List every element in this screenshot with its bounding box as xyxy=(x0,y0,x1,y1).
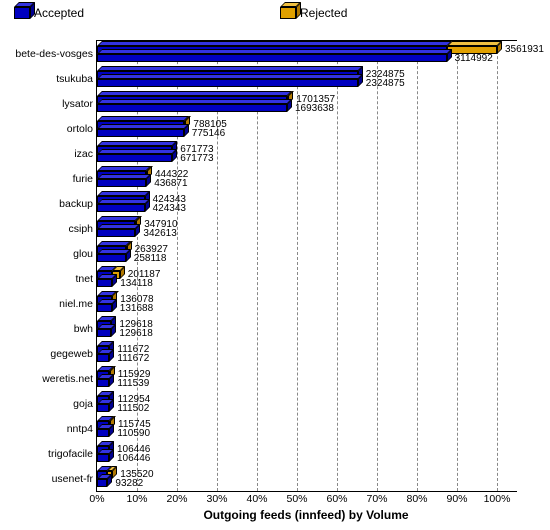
x-tick: 100% xyxy=(482,493,512,505)
category-label: trigofacile xyxy=(48,448,97,460)
plot-area: 0%10%20%30%40%50%60%70%80%90%100%bete-de… xyxy=(96,40,517,492)
category-label: niel.me xyxy=(59,298,97,310)
category-label: usenet-fr xyxy=(52,473,97,485)
value-label-total: 3561931 xyxy=(505,44,544,55)
value-label-accepted: 258118 xyxy=(134,253,167,264)
bar-accepted-bottom xyxy=(97,54,447,62)
bar-accepted-bottom xyxy=(97,129,184,137)
value-label-accepted: 3114992 xyxy=(455,53,493,64)
bar-accepted-bottom xyxy=(97,254,126,262)
bar-accepted-bottom xyxy=(97,229,135,237)
bar-accepted-bottom xyxy=(97,154,172,162)
value-label-accepted: 342613 xyxy=(143,228,176,239)
category-label: glou xyxy=(73,248,97,260)
category-row: goja112954111502 xyxy=(97,391,517,416)
value-label-accepted: 436871 xyxy=(154,178,187,189)
category-row: trigofacile106446106446 xyxy=(97,441,517,466)
x-tick: 70% xyxy=(362,493,392,505)
category-label: izac xyxy=(74,148,97,160)
value-label-accepted: 129618 xyxy=(119,328,152,339)
bar-accepted-bottom xyxy=(97,429,109,437)
category-label: bete-des-vosges xyxy=(15,48,97,60)
bar-accepted-bottom xyxy=(97,204,145,212)
x-tick: 60% xyxy=(322,493,352,505)
value-label-accepted: 106446 xyxy=(117,453,150,464)
bar-accepted-bottom xyxy=(97,304,112,312)
category-row: nntp4115745110590 xyxy=(97,416,517,441)
value-label-accepted: 1693638 xyxy=(295,103,334,114)
value-label-accepted: 424343 xyxy=(153,203,186,214)
bar-accepted-bottom xyxy=(97,179,146,187)
bar-accepted-bottom xyxy=(97,379,109,387)
category-label: ortolo xyxy=(67,123,97,135)
category-row: weretis.net115929111539 xyxy=(97,366,517,391)
bar-accepted-bottom xyxy=(97,404,109,412)
category-label: nntp4 xyxy=(67,423,97,435)
category-row: furie444322436871 xyxy=(97,166,517,191)
bar-accepted-bottom xyxy=(97,279,112,287)
legend-label-rejected: Rejected xyxy=(300,6,347,20)
category-row: backup424343424343 xyxy=(97,191,517,216)
category-row: lysator17013571693638 xyxy=(97,91,517,116)
chart-container: Accepted Rejected 0%10%20%30%40%50%60%70… xyxy=(0,0,550,530)
category-label: bwh xyxy=(74,323,97,335)
x-axis-title: Outgoing feeds (innfeed) by Volume xyxy=(96,508,516,522)
category-row: glou263927258118 xyxy=(97,241,517,266)
x-tick: 40% xyxy=(242,493,272,505)
value-label-accepted: 775146 xyxy=(192,128,225,139)
value-label-accepted: 671773 xyxy=(180,153,213,164)
value-label-accepted: 134118 xyxy=(120,278,153,289)
value-label-accepted: 111539 xyxy=(117,378,149,389)
bar-accepted-bottom xyxy=(97,329,111,337)
value-label-accepted: 131688 xyxy=(120,303,153,314)
bar-accepted-bottom xyxy=(97,104,287,112)
category-row: csiph347910342613 xyxy=(97,216,517,241)
value-label-accepted: 111672 xyxy=(117,353,149,364)
legend-rejected: Rejected xyxy=(280,6,347,20)
category-label: backup xyxy=(59,198,97,210)
category-row: izac671773671773 xyxy=(97,141,517,166)
x-tick: 90% xyxy=(442,493,472,505)
category-row: tnet201187134118 xyxy=(97,266,517,291)
legend-label-accepted: Accepted xyxy=(34,6,84,20)
category-row: usenet-fr13552093282 xyxy=(97,466,517,491)
category-row: gegeweb111672111672 xyxy=(97,341,517,366)
bar-accepted-bottom xyxy=(97,479,107,487)
x-tick: 80% xyxy=(402,493,432,505)
category-label: tnet xyxy=(75,273,97,285)
category-row: ortolo788105775146 xyxy=(97,116,517,141)
category-row: tsukuba23248752324875 xyxy=(97,66,517,91)
bar-accepted-bottom xyxy=(97,354,109,362)
category-row: bete-des-vosges35619313114992 xyxy=(97,41,517,66)
x-tick: 0% xyxy=(82,493,112,505)
x-tick: 20% xyxy=(162,493,192,505)
value-label-accepted: 2324875 xyxy=(366,78,405,89)
value-label-accepted: 93282 xyxy=(115,478,143,489)
category-label: weretis.net xyxy=(42,373,97,385)
category-label: csiph xyxy=(68,223,97,235)
category-label: lysator xyxy=(62,98,97,110)
category-label: furie xyxy=(73,173,97,185)
x-tick: 30% xyxy=(202,493,232,505)
category-row: niel.me136078131688 xyxy=(97,291,517,316)
legend-swatch-accepted xyxy=(14,7,30,19)
x-tick: 50% xyxy=(282,493,312,505)
category-label: gegeweb xyxy=(50,348,97,360)
legend-accepted: Accepted xyxy=(14,6,84,20)
legend-swatch-rejected xyxy=(280,7,296,19)
value-label-accepted: 110590 xyxy=(117,428,150,439)
category-row: bwh129618129618 xyxy=(97,316,517,341)
value-label-accepted: 111502 xyxy=(117,403,149,414)
bar-accepted-bottom xyxy=(97,79,358,87)
category-label: goja xyxy=(73,398,97,410)
bar-accepted-bottom xyxy=(97,454,109,462)
category-label: tsukuba xyxy=(56,73,97,85)
x-tick: 10% xyxy=(122,493,152,505)
